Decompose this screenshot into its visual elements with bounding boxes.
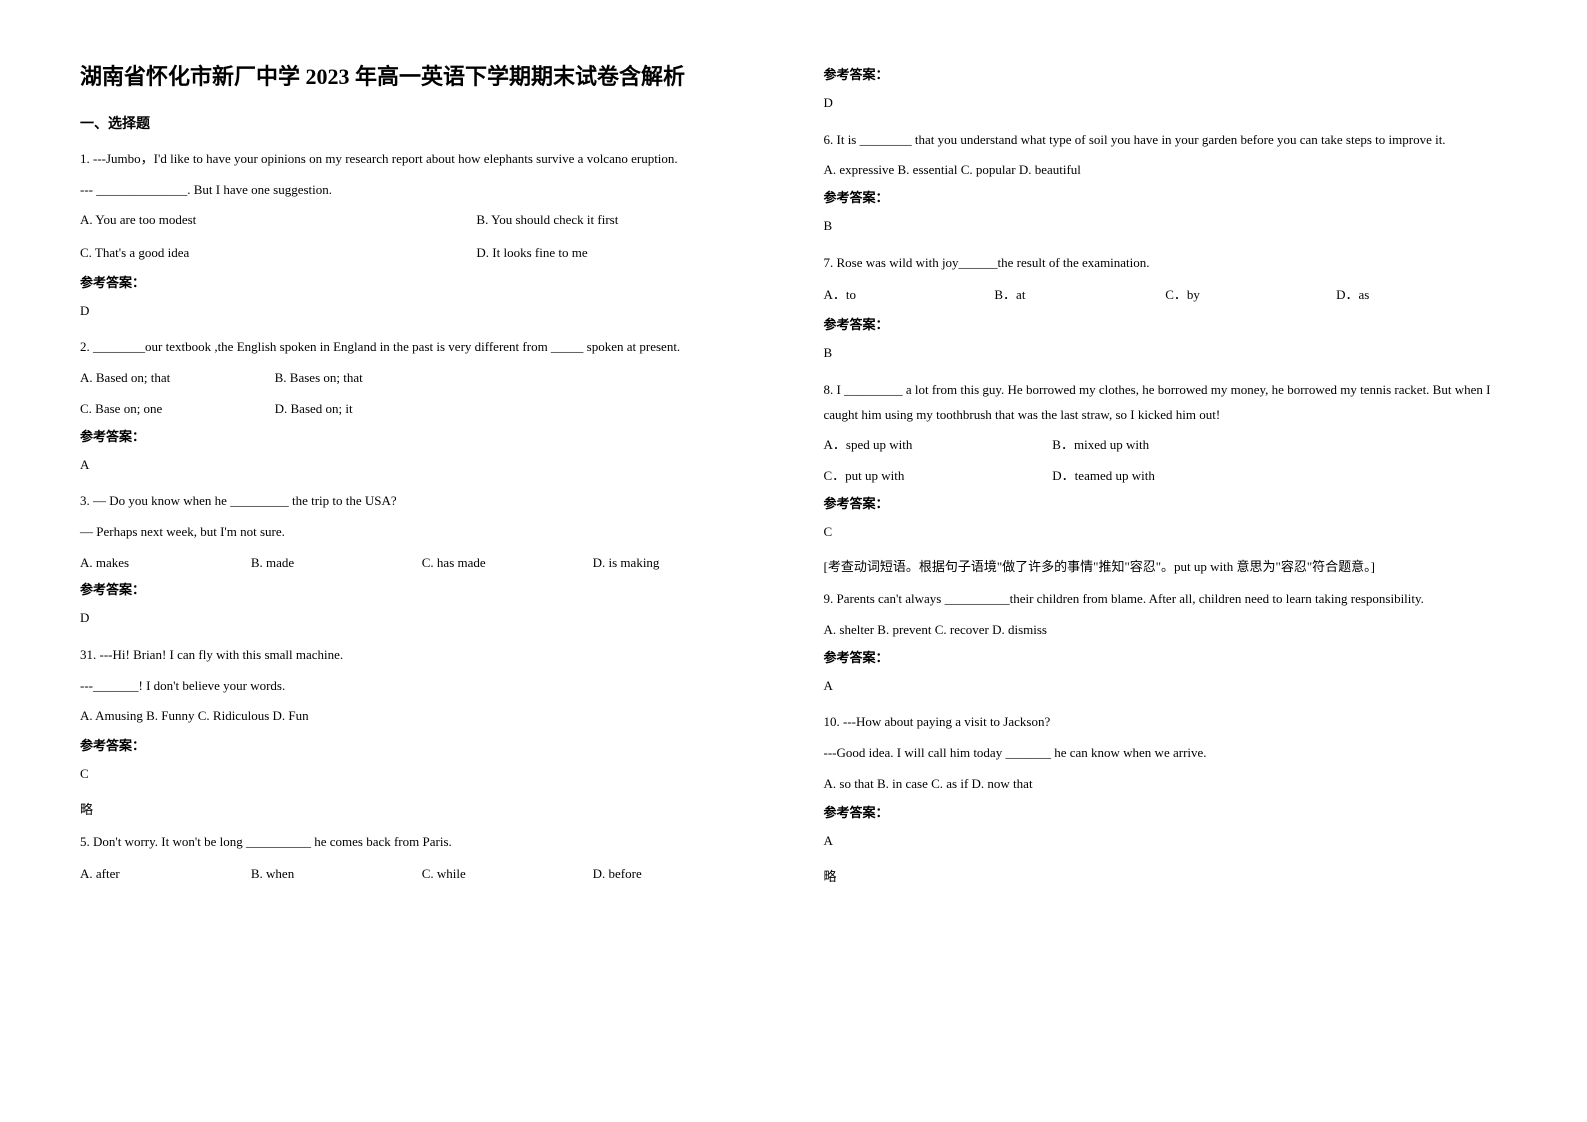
question-9-line1: 9. Parents can't always __________their … (824, 587, 1508, 612)
question-10-opts: A. so that B. in case C. as if D. now th… (824, 772, 1508, 797)
q1-opt-a: A. You are too modest (80, 208, 476, 233)
q9-answer: A (824, 674, 1508, 699)
q4-answer-label: 参考答案： (80, 735, 764, 754)
q2-answer-label: 参考答案： (80, 426, 764, 445)
question-3-opts: A. makes B. made C. has made D. is makin… (80, 551, 764, 576)
question-5-line1: 5. Don't worry. It won't be long _______… (80, 830, 764, 855)
question-3-line1: 3. — Do you know when he _________ the t… (80, 489, 764, 514)
q2-opt-a: A. Based on; that (80, 366, 271, 391)
question-8-line1: 8. I _________ a lot from this guy. He b… (824, 378, 1508, 427)
q1-opt-b: B. You should check it first (476, 208, 618, 233)
q5-opt-c: C. while (422, 862, 593, 887)
q8-answer: C (824, 520, 1508, 545)
q10-answer-label: 参考答案： (824, 802, 1508, 821)
q4-answer: C (80, 762, 764, 787)
question-4-opts: A. Amusing B. Funny C. Ridiculous D. Fun (80, 704, 764, 729)
q7-opt-d: D．as (1336, 283, 1507, 308)
q5-opt-d: D. before (593, 862, 764, 887)
q1-answer-label: 参考答案： (80, 272, 764, 291)
right-column: 参考答案： D 6. It is ________ that you under… (824, 60, 1508, 897)
q2-answer: A (80, 453, 764, 478)
q5-answer-label: 参考答案： (824, 64, 1508, 83)
question-8-opts-row1: A．sped up with B．mixed up with (824, 433, 1508, 458)
question-6-line1: 6. It is ________ that you understand wh… (824, 128, 1508, 153)
q5-opt-a: A. after (80, 862, 251, 887)
q3-opt-a: A. makes (80, 551, 251, 576)
q4-note: 略 (80, 799, 764, 818)
q3-opt-c: C. has made (422, 551, 593, 576)
question-4-line1: 31. ---Hi! Brian! I can fly with this sm… (80, 643, 764, 668)
q10-note: 略 (824, 866, 1508, 885)
q8-opt-a: A．sped up with (824, 433, 1050, 458)
question-4-line2: ---_______! I don't believe your words. (80, 674, 764, 699)
q5-answer: D (824, 91, 1508, 116)
q7-opt-c: C．by (1165, 283, 1336, 308)
q9-answer-label: 参考答案： (824, 647, 1508, 666)
page-container: 湖南省怀化市新厂中学 2023 年高一英语下学期期末试卷含解析 一、选择题 1.… (80, 60, 1507, 897)
question-2-opts-row2: C. Base on; one D. Based on; it (80, 397, 764, 422)
q7-opt-b: B．at (994, 283, 1165, 308)
question-1-opts-row1: A. You are too modest B. You should chec… (80, 208, 764, 233)
q1-opt-d: D. It looks fine to me (476, 241, 587, 266)
question-10-line2: ---Good idea. I will call him today ____… (824, 741, 1508, 766)
q7-opt-a: A．to (824, 283, 995, 308)
q3-opt-b: B. made (251, 551, 422, 576)
q1-opt-c: C. That's a good idea (80, 241, 476, 266)
q5-opt-b: B. when (251, 862, 422, 887)
q7-answer-label: 参考答案： (824, 314, 1508, 333)
question-7-opts: A．to B．at C．by D．as (824, 283, 1508, 308)
left-column: 湖南省怀化市新厂中学 2023 年高一英语下学期期末试卷含解析 一、选择题 1.… (80, 60, 764, 897)
question-5-opts: A. after B. when C. while D. before (80, 862, 764, 887)
section-heading: 一、选择题 (80, 113, 764, 133)
q8-answer-label: 参考答案： (824, 493, 1508, 512)
question-1-line2: --- ______________. But I have one sugge… (80, 178, 764, 203)
q2-opt-c: C. Base on; one (80, 397, 271, 422)
q3-opt-d: D. is making (593, 551, 764, 576)
document-title: 湖南省怀化市新厂中学 2023 年高一英语下学期期末试卷含解析 (80, 60, 764, 93)
q10-answer: A (824, 829, 1508, 854)
q7-answer: B (824, 341, 1508, 366)
q3-answer-label: 参考答案： (80, 579, 764, 598)
question-7-line1: 7. Rose was wild with joy______the resul… (824, 251, 1508, 276)
q8-opt-d: D．teamed up with (1052, 468, 1155, 483)
q6-answer: B (824, 214, 1508, 239)
question-2-opts-row1: A. Based on; that B. Bases on; that (80, 366, 764, 391)
question-9-opts: A. shelter B. prevent C. recover D. dism… (824, 618, 1508, 643)
q3-answer: D (80, 606, 764, 631)
question-1-line1: 1. ---Jumbo，I'd like to have your opinio… (80, 147, 764, 172)
question-3-line2: — Perhaps next week, but I'm not sure. (80, 520, 764, 545)
question-10-line1: 10. ---How about paying a visit to Jacks… (824, 710, 1508, 735)
q2-opt-b: B. Bases on; that (275, 370, 363, 385)
question-8-opts-row2: C．put up with D．teamed up with (824, 464, 1508, 489)
q8-opt-b: B．mixed up with (1052, 437, 1149, 452)
q8-note: [考查动词短语。根据句子语境"做了许多的事情"推知"容忍"。put up wit… (824, 556, 1508, 575)
question-6-opts: A. expressive B. essential C. popular D.… (824, 158, 1508, 183)
q8-opt-c: C．put up with (824, 464, 1050, 489)
question-2-line1: 2. ________our textbook ,the English spo… (80, 335, 764, 360)
q1-answer: D (80, 299, 764, 324)
q2-opt-d: D. Based on; it (275, 401, 353, 416)
question-1-opts-row2: C. That's a good idea D. It looks fine t… (80, 241, 764, 266)
q6-answer-label: 参考答案： (824, 187, 1508, 206)
